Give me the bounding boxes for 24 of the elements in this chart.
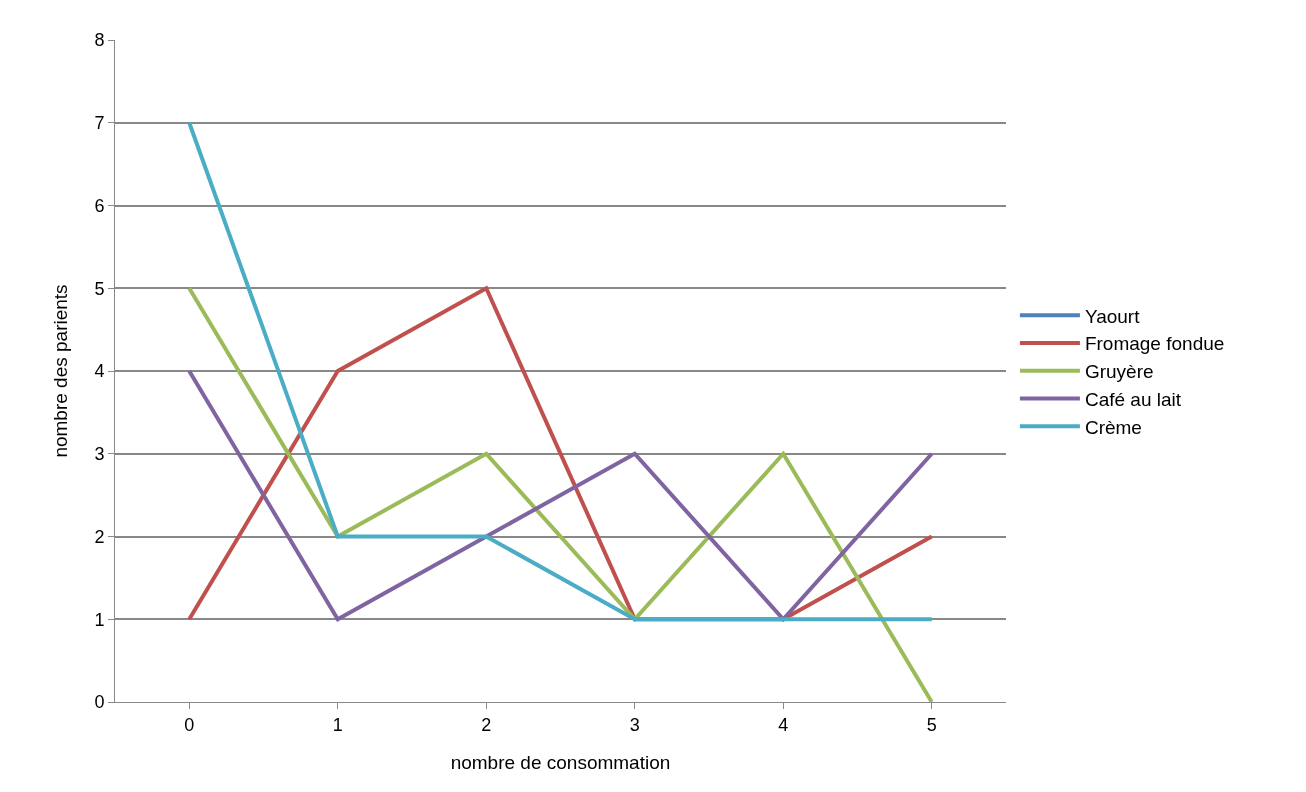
x-tick-label: 4 — [778, 714, 789, 735]
legend-label: Fromage fondue — [1084, 333, 1225, 355]
y-tick-label: 4 — [94, 361, 105, 382]
x-axis-title: nombre de consommation — [450, 752, 671, 773]
legend-label: Café au lait — [1084, 388, 1182, 410]
y-tick-label: 5 — [94, 278, 105, 299]
x-tick-label: 0 — [184, 714, 195, 735]
y-tick-label: 1 — [94, 609, 105, 630]
x-tick-label: 3 — [629, 714, 640, 735]
y-axis-title: nombre des parients — [50, 284, 71, 458]
legend-label: Gruyère — [1084, 361, 1154, 383]
x-tick-label: 1 — [332, 714, 343, 735]
line-series — [187, 369, 934, 622]
y-tick-label: 8 — [94, 30, 105, 51]
x-tick-label: 5 — [926, 714, 937, 735]
y-tick-label: 3 — [94, 444, 105, 465]
y-tick-label: 0 — [94, 692, 105, 713]
x-tick-label: 2 — [481, 714, 492, 735]
line-series — [187, 286, 934, 702]
legend-label: Crème — [1084, 416, 1142, 438]
y-tick-label: 7 — [94, 113, 105, 134]
legend-label: Yaourt — [1084, 305, 1141, 327]
y-tick-label: 6 — [94, 195, 105, 216]
y-tick-label: 2 — [94, 526, 105, 547]
